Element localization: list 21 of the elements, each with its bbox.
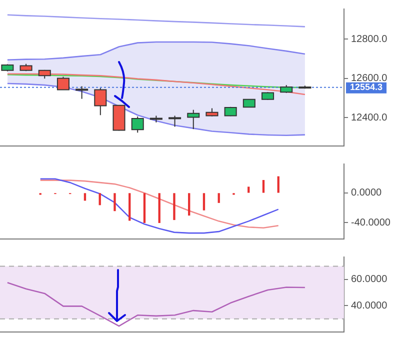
ref-line-label: 12554.3 <box>350 82 383 92</box>
bar <box>143 193 146 223</box>
y-tick-label: 12400.0 <box>351 112 388 124</box>
bar <box>114 193 116 212</box>
y-tick-label: 60.0000 <box>351 274 388 286</box>
bar <box>98 193 101 206</box>
bar <box>84 193 86 201</box>
bar <box>248 186 250 193</box>
bar <box>188 193 190 216</box>
y-tick-label: -40.0000 <box>351 217 391 228</box>
bar <box>158 193 160 223</box>
y-tick-label: 12800.0 <box>351 34 388 45</box>
y-tick-label: 40.0000 <box>351 300 388 312</box>
bar <box>277 176 280 193</box>
bar <box>173 193 176 220</box>
bar <box>202 193 206 210</box>
bar <box>128 193 131 221</box>
y-tick-label: 12600.0 <box>351 73 388 84</box>
bar <box>218 193 220 203</box>
y-tick-label: 0.0000 <box>351 188 382 199</box>
bar <box>262 180 265 193</box>
